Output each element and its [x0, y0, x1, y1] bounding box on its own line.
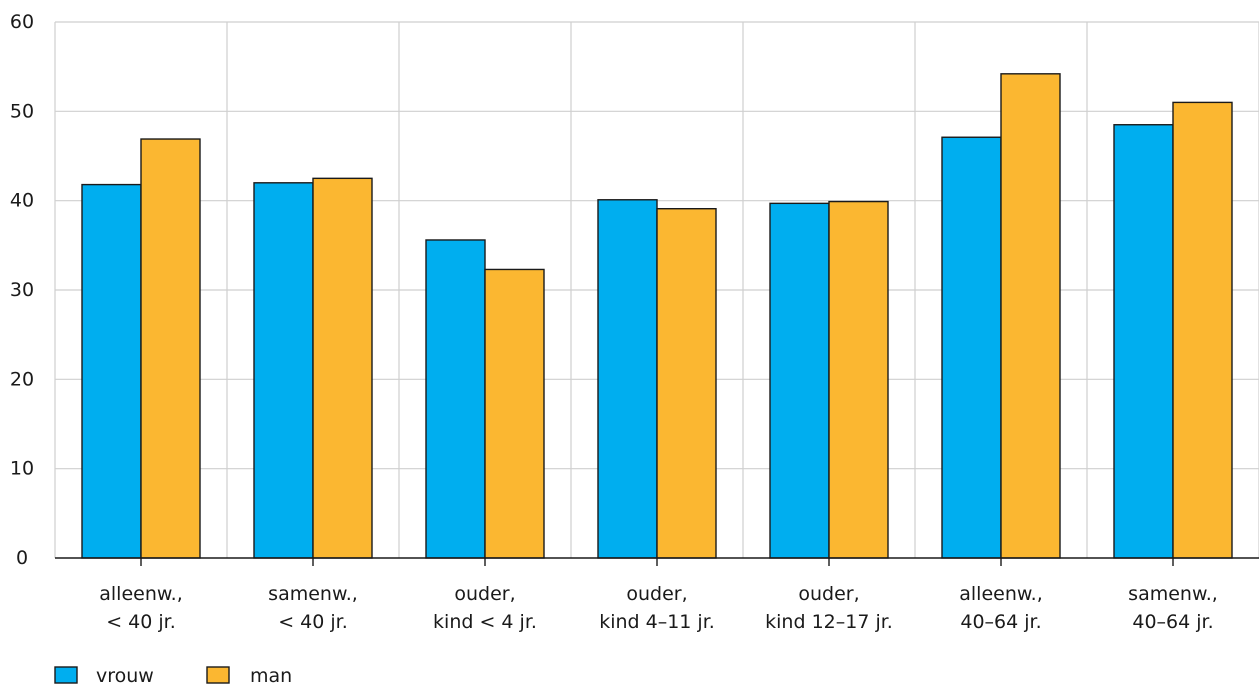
x-tick-label-line: kind < 4 jr.: [433, 611, 537, 633]
x-tick-label: alleenw., < 40 jr.: [99, 583, 183, 633]
x-tick-label-line: samenw.,: [268, 583, 358, 605]
y-tick-label: 20: [10, 368, 34, 390]
x-tick-label-line: ouder,: [454, 583, 515, 605]
bar-vrouw: [941, 136, 1002, 559]
y-tick-label: 50: [10, 100, 34, 122]
x-tick-label-line: alleenw.,: [99, 583, 183, 605]
x-tick-label-line: kind 12–17 jr.: [765, 611, 893, 633]
labels: 0 10 20 30 40 50 60 alleenw., < 40 jr. samenw., < …: [10, 11, 1218, 633]
bar-vrouw: [597, 199, 658, 559]
bar-vrouw: [769, 202, 830, 559]
bar-man: [1172, 101, 1233, 559]
bar-man: [828, 200, 889, 559]
x-tick-label: ouder, kind < 4 jr.: [433, 583, 537, 633]
x-tick-label-line: ouder,: [626, 583, 687, 605]
bar-vrouw: [425, 239, 486, 559]
bar-vrouw: [1113, 124, 1174, 559]
bar-man: [140, 138, 201, 559]
x-tick-label: samenw., 40–64 jr.: [1128, 583, 1218, 633]
legend-swatch-vrouw: [54, 666, 78, 684]
x-tick-label-line: ouder,: [798, 583, 859, 605]
y-tick-label: 10: [10, 458, 34, 480]
y-tick-label: 40: [10, 190, 34, 212]
x-tick-label: ouder, kind 4–11 jr.: [599, 583, 715, 633]
y-tick-label: 30: [10, 279, 34, 301]
bar-man: [656, 208, 717, 559]
x-tick-label: samenw., < 40 jr.: [268, 583, 358, 633]
legend-swatch-man: [206, 666, 230, 684]
x-tick-label-line: < 40 jr.: [106, 611, 176, 633]
legend-label-vrouw: vrouw: [96, 665, 154, 687]
axes: [55, 557, 1259, 566]
x-tick-label-line: alleenw.,: [959, 583, 1043, 605]
bar-man: [1000, 73, 1061, 559]
x-tick-label-line: kind 4–11 jr.: [599, 611, 715, 633]
bar-man: [484, 268, 545, 559]
x-tick-label-line: samenw.,: [1128, 583, 1218, 605]
x-tick-label-line: 40–64 jr.: [1132, 611, 1213, 633]
y-tick-label: 60: [10, 11, 34, 33]
x-tick-label-line: < 40 jr.: [278, 611, 348, 633]
bars: [81, 73, 1233, 559]
bar-vrouw: [81, 183, 142, 559]
legend-label-man: man: [250, 665, 292, 687]
x-tick-label: alleenw., 40–64 jr.: [959, 583, 1043, 633]
legend: vrouw man: [54, 665, 292, 687]
y-tick-label: 0: [16, 547, 28, 569]
bar-vrouw: [253, 182, 314, 559]
x-tick-label: ouder, kind 12–17 jr.: [765, 583, 893, 633]
bar-man: [312, 177, 373, 559]
x-tick-label-line: 40–64 jr.: [960, 611, 1041, 633]
